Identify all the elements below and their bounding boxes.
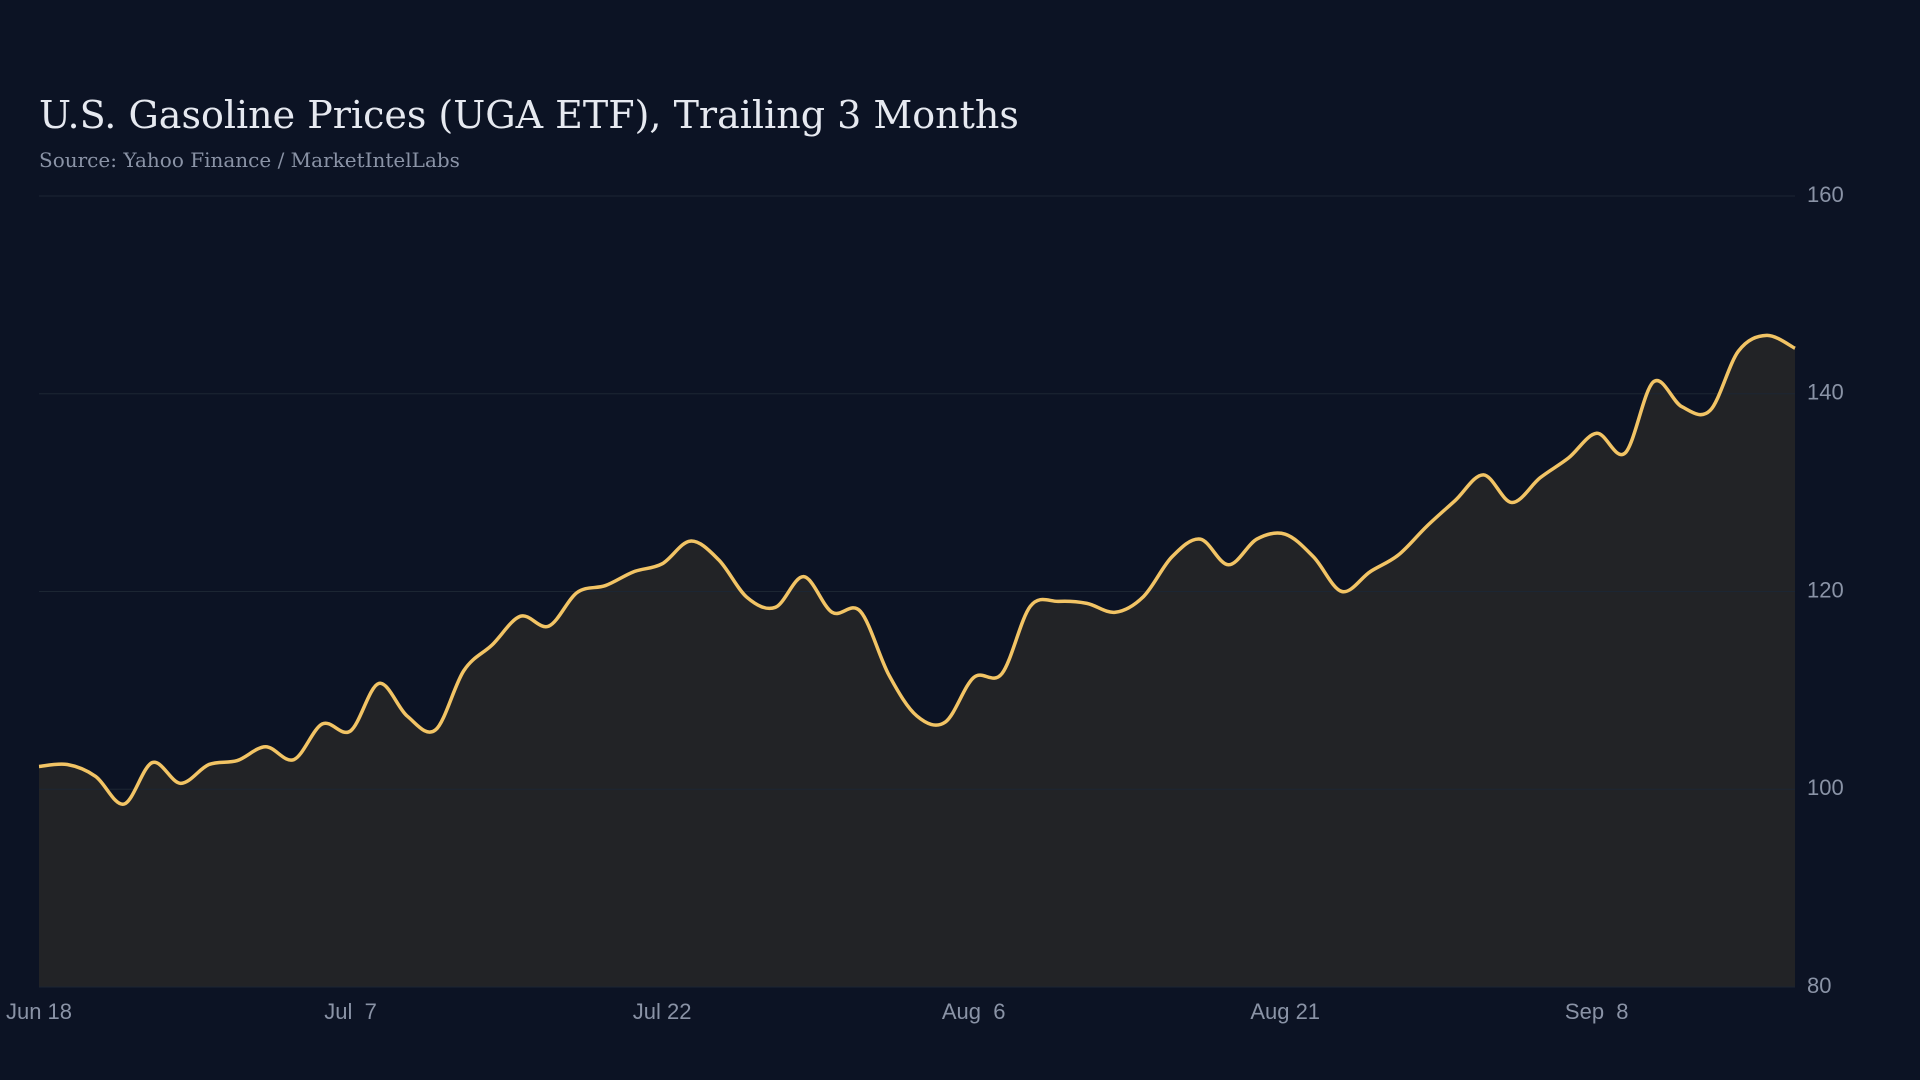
y-tick-label: 120 bbox=[1807, 577, 1844, 602]
y-tick-label: 140 bbox=[1807, 380, 1844, 405]
x-tick-label: Jul 7 bbox=[324, 999, 377, 1024]
y-tick-label: 80 bbox=[1807, 973, 1831, 998]
x-tick-label: Aug 6 bbox=[942, 999, 1006, 1024]
chart-subtitle: Source: Yahoo Finance / MarketIntelLabs bbox=[39, 148, 460, 172]
y-tick-label: 160 bbox=[1807, 182, 1844, 207]
y-tick-label: 100 bbox=[1807, 775, 1844, 800]
x-tick-label: Sep 8 bbox=[1565, 999, 1629, 1024]
x-tick-label: Jul 22 bbox=[633, 999, 692, 1024]
chart-title: U.S. Gasoline Prices (UGA ETF), Trailing… bbox=[39, 93, 1019, 137]
price-line bbox=[38, 333, 1796, 806]
x-tick-label: Jun 18 bbox=[6, 999, 72, 1024]
x-tick-label: Aug 21 bbox=[1250, 999, 1320, 1024]
area-fill bbox=[39, 335, 1795, 987]
